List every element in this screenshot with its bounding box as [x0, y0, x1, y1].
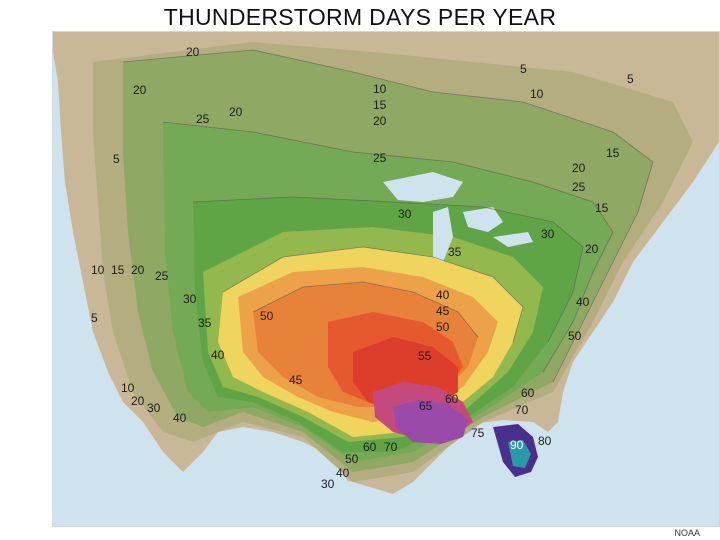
contour-label-5: 5: [627, 72, 634, 86]
contour-label-5: 5: [113, 152, 120, 166]
contour-label-10: 10: [373, 82, 387, 96]
map-title: THUNDERSTORM DAYS PER YEAR: [163, 4, 557, 30]
contour-label-40: 40: [336, 466, 350, 480]
contour-label-50: 50: [436, 320, 450, 334]
contour-label-65: 65: [419, 399, 433, 413]
great-lakes: [383, 172, 533, 262]
contour-label-15: 15: [111, 263, 125, 277]
noaa-credit: NOAA: [674, 528, 700, 538]
contour-label-35: 35: [448, 245, 462, 259]
contour-label-20: 20: [131, 263, 145, 277]
contour-label-30: 30: [398, 207, 412, 221]
contour-label-25: 25: [196, 112, 210, 126]
contour-label-20: 20: [229, 105, 243, 119]
gulf-of-mexico: [303, 450, 533, 526]
contour-label-20: 20: [186, 45, 200, 59]
contour-label-5: 5: [91, 311, 98, 325]
contour-label-45: 45: [289, 373, 303, 387]
contour-label-20: 20: [572, 161, 586, 175]
contour-label-40: 40: [211, 348, 225, 362]
contour-label-50: 50: [345, 452, 359, 466]
contour-label-25: 25: [373, 151, 387, 165]
contour-lines: [122, 49, 654, 383]
contour-label-25: 25: [572, 180, 586, 194]
contour-label-60: 60: [521, 386, 535, 400]
contour-label-30: 30: [147, 401, 161, 415]
contour-label-40: 40: [576, 295, 590, 309]
contour-label-20: 20: [585, 242, 599, 256]
band-70: [393, 400, 468, 444]
contour-label-30: 30: [321, 477, 335, 491]
contour-label-80: 80: [538, 434, 552, 448]
contour-label-10: 10: [530, 87, 544, 101]
contour-label-60: 60: [445, 392, 459, 406]
contour-label-30: 30: [541, 227, 555, 241]
contour-label-10: 10: [91, 263, 105, 277]
contour-label-20: 20: [373, 114, 387, 128]
contour-label-75: 75: [471, 426, 485, 440]
contour-label-15: 15: [606, 146, 620, 160]
contour-label-5: 5: [520, 62, 527, 76]
contour-label-40: 40: [173, 411, 187, 425]
contour-label-15: 15: [373, 98, 387, 112]
contour-label-30: 30: [183, 292, 197, 306]
contour-label-90: 90: [510, 438, 524, 452]
contour-label-50: 50: [568, 329, 582, 343]
contour-label-55: 55: [418, 349, 432, 363]
thunderstorm-map: 20 20 25 20 5 5 5 10 10 15 20 25 20 15 25 15 30 30 20 35 10 1…: [52, 31, 720, 527]
contour-label-10: 10: [121, 381, 135, 395]
contour-label-50: 50: [260, 309, 274, 323]
contour-label-70: 70: [515, 403, 529, 417]
contour-label-15: 15: [595, 201, 609, 215]
contour-label-20: 20: [133, 83, 147, 97]
contour-label-70: 70: [384, 440, 398, 454]
contour-label-60: 60: [363, 440, 377, 454]
contour-label-45: 45: [436, 304, 450, 318]
band-90: [508, 440, 531, 468]
contour-label-35: 35: [198, 316, 212, 330]
contour-label-20: 20: [131, 394, 145, 408]
contour-label-25: 25: [155, 269, 169, 283]
contour-label-40: 40: [436, 288, 450, 302]
